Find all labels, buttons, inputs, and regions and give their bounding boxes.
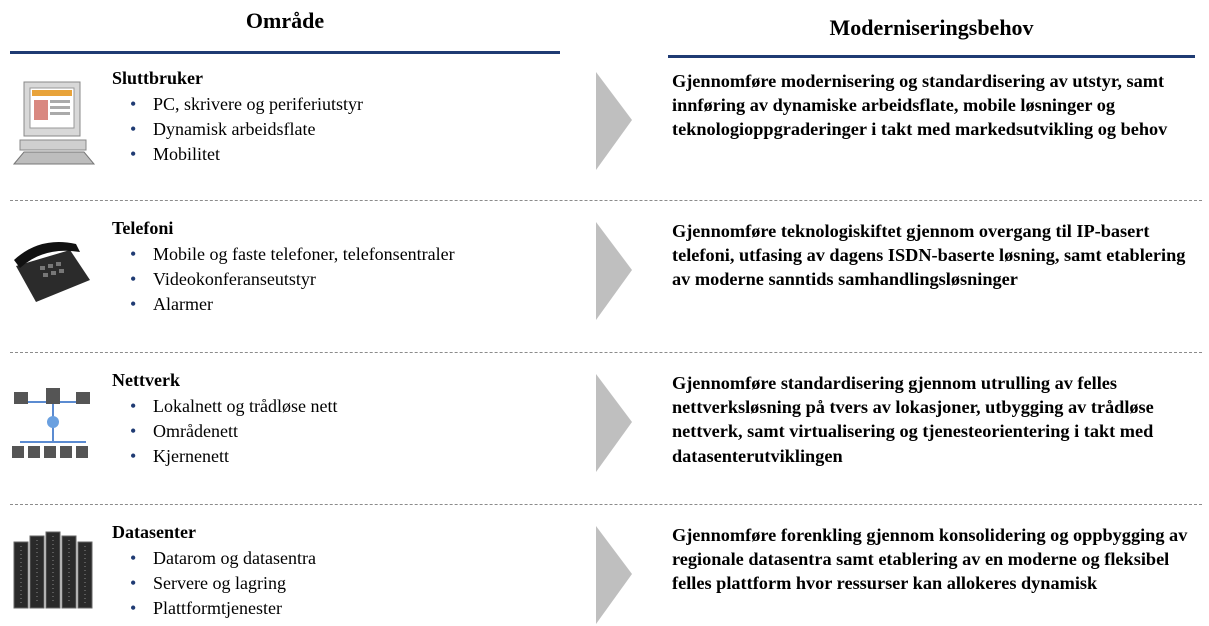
bullet-item: Dynamisk arbeidsflate — [130, 117, 363, 142]
header-rule — [668, 55, 1195, 58]
row-title: Datasenter — [112, 522, 196, 542]
row-title: Nettverk — [112, 370, 180, 390]
arrow — [596, 72, 632, 170]
header-right: Moderniseringsbehov — [829, 15, 1034, 40]
row-description: Gjennomføre modernisering og standardise… — [672, 71, 1168, 140]
network-icon — [12, 388, 90, 458]
arrow — [596, 222, 632, 320]
pc-icon — [12, 81, 96, 165]
header-left: Område — [245, 8, 325, 33]
bullet-item: Områdenett — [130, 419, 337, 444]
arrow-shape — [596, 72, 632, 170]
row-description: Gjennomføre teknologiskiftet gjennom ove… — [672, 221, 1186, 290]
bullet-item: Mobile og faste telefoner, telefonsentra… — [130, 242, 455, 267]
row-separator — [10, 504, 1202, 505]
server-icon — [13, 531, 93, 609]
bullet-item: Lokalnett og trådløse nett — [130, 394, 337, 419]
arrow-shape — [596, 222, 632, 320]
header-rule — [10, 51, 560, 54]
row-description: Gjennomføre standardisering gjennom utru… — [672, 373, 1154, 466]
row-title: Telefoni — [112, 218, 174, 238]
row-separator — [10, 352, 1202, 353]
phone-icon — [14, 242, 90, 302]
bullet-list: Mobile og faste telefoner, telefonsentra… — [130, 242, 455, 317]
bullet-item: Servere og lagring — [130, 571, 316, 596]
bullet-list: PC, skrivere og periferiutstyrDynamisk a… — [130, 92, 363, 167]
row-description: Gjennomføre forenkling gjennom konsolide… — [672, 525, 1188, 594]
arrow-shape — [596, 526, 632, 624]
row-separator — [10, 200, 1202, 201]
bullet-list: Lokalnett og trådløse nettOmrådenettKjer… — [130, 394, 337, 469]
arrow-shape — [596, 374, 632, 472]
bullet-item: Plattformtjenester — [130, 596, 316, 621]
bullet-item: Datarom og datasentra — [130, 546, 316, 571]
bullet-item: Videokonferanseutstyr — [130, 267, 455, 292]
bullet-list: Datarom og datasentraServere og lagringP… — [130, 546, 316, 621]
arrow — [596, 374, 632, 472]
bullet-item: Kjernenett — [130, 444, 337, 469]
arrow — [596, 526, 632, 624]
bullet-item: Alarmer — [130, 292, 455, 317]
bullet-item: Mobilitet — [130, 142, 363, 167]
row-title: Sluttbruker — [112, 68, 204, 88]
bullet-item: PC, skrivere og periferiutstyr — [130, 92, 363, 117]
